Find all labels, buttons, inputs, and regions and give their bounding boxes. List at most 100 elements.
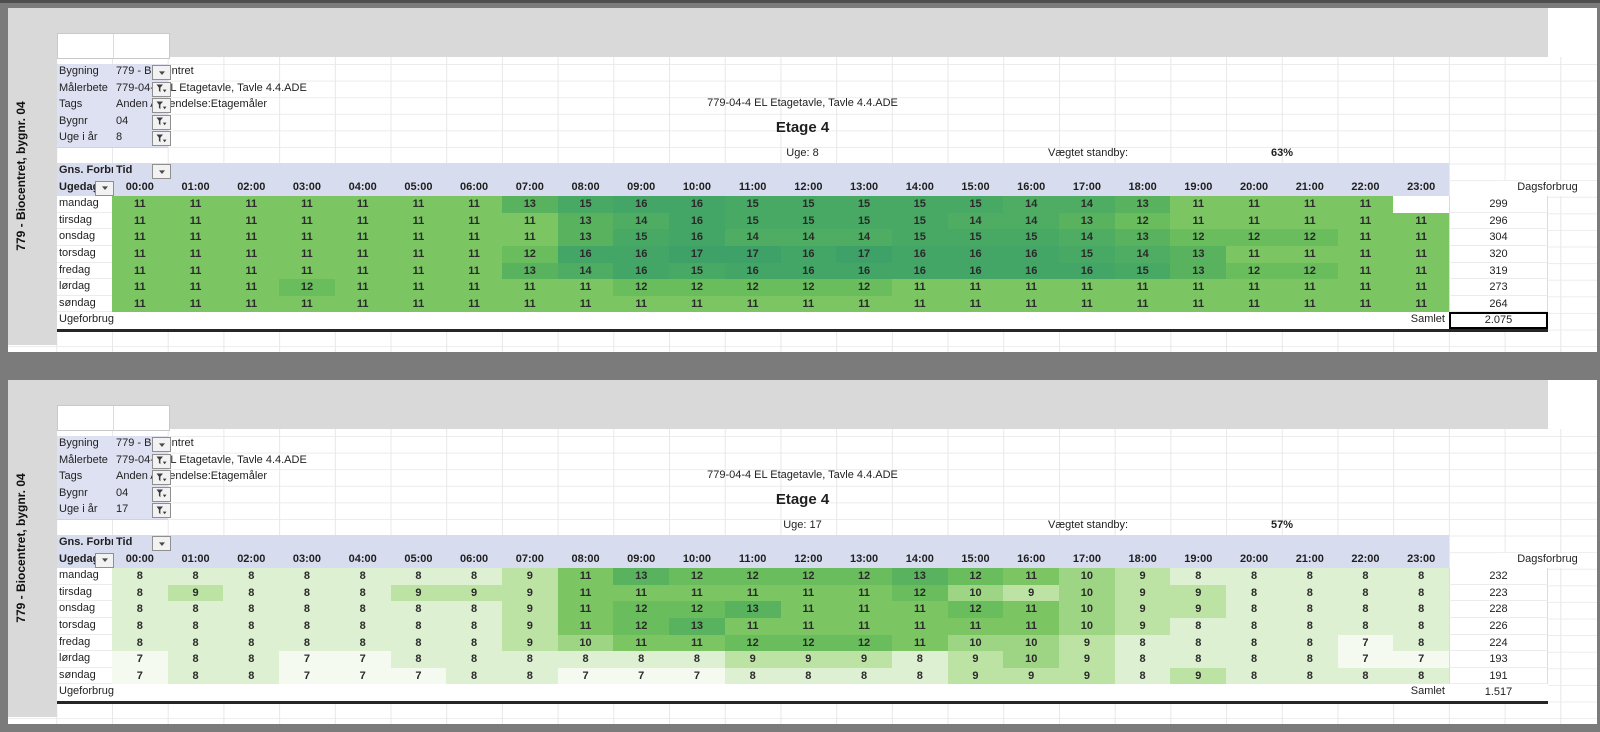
info-label: Bygning: [59, 65, 99, 77]
day-label: onsdag: [57, 601, 112, 618]
dagsforbrug-value: 226: [1449, 618, 1548, 635]
heat-cell: 9: [1059, 667, 1115, 685]
hour-column-header: 10:00: [682, 180, 712, 193]
heat-cell: 9: [501, 618, 558, 635]
info-row-m-lerbete: Målerbete 779-04-4 EL Etagetavle, Tavle 4…: [8, 452, 1597, 471]
heat-cell: 11: [279, 246, 335, 263]
heat-cell: 8: [446, 651, 502, 668]
heat-cell: 11: [390, 196, 447, 213]
heat-cell: 8: [167, 568, 224, 585]
table-row-fredag: fredag 11 11 11 11 11 11 11 13 14 16 15 16 16 16 16 16 16…: [57, 262, 1548, 280]
heat-cell: 12: [613, 618, 670, 635]
heat-cell: 8: [1337, 568, 1394, 585]
heat-cell: 8: [1281, 618, 1338, 635]
heat-cell: 11: [891, 634, 948, 652]
heat-cell: 8: [1337, 584, 1394, 602]
heat-cell: 15: [1114, 262, 1171, 280]
heat-cell: 12: [780, 568, 837, 585]
week-panel-2: 779 - Biocentret, bygnr. 04 Bygning 779 - …: [8, 380, 1597, 724]
heat-cell: 11: [947, 618, 1004, 635]
dagsforbrug-value: 320: [1449, 246, 1548, 263]
hour-column-header: 13:00: [850, 180, 879, 193]
heat-cell: 11: [891, 295, 948, 313]
heat-cell: 11: [724, 618, 781, 635]
heat-cell: 11: [390, 246, 447, 263]
heat-cell: 11: [1059, 295, 1115, 313]
heat-cell: 16: [669, 229, 725, 246]
filter-icon[interactable]: [152, 503, 171, 519]
heat-cell: 12: [613, 279, 670, 296]
heat-cell: 11: [223, 196, 280, 213]
chevron-down-icon[interactable]: [152, 536, 171, 551]
heat-cell: 15: [780, 196, 837, 213]
filter-icon[interactable]: [152, 131, 171, 147]
heat-cell: 8: [390, 651, 447, 668]
filter-icon[interactable]: [152, 470, 171, 486]
heat-cell: 12: [669, 568, 725, 585]
hour-column-header: 19:00: [1184, 552, 1213, 565]
selected-cells: [57, 33, 170, 59]
heat-cell: 11: [1003, 279, 1060, 296]
heat-cell: 8: [334, 618, 391, 635]
heat-cell: 10: [1059, 568, 1115, 585]
chevron-down-icon[interactable]: [152, 65, 171, 80]
heat-cell: 8: [446, 667, 502, 685]
heat-cell: 7: [669, 667, 725, 685]
heat-cell: 11: [1226, 196, 1282, 213]
heat-cell: 10: [1059, 601, 1115, 618]
chevron-down-icon[interactable]: [95, 552, 114, 568]
info-cell-background: [57, 130, 168, 148]
hour-column-header: 05:00: [404, 180, 433, 193]
filter-icon[interactable]: [152, 81, 171, 97]
day-label: mandag: [57, 196, 112, 213]
heat-cell: 13: [891, 568, 948, 585]
heat-cell: 12: [1170, 229, 1227, 246]
heat-cell: 8: [1114, 634, 1171, 652]
heat-cell: 8: [446, 634, 502, 652]
table-bottom-border: [57, 701, 1548, 704]
heat-cell: 11: [446, 246, 502, 263]
chevron-down-icon[interactable]: [95, 180, 114, 196]
heat-cell: 8: [1226, 568, 1282, 585]
hour-column-header: 07:00: [515, 180, 544, 193]
heat-cell: 12: [836, 279, 892, 296]
heat-cell: 17: [669, 246, 725, 263]
heat-cell: 11: [279, 295, 335, 313]
table-row-tirsdag: tirsdag 8 9 8 8 8 9 9 9 11 11 11 11 11 11 12 10 9 10 9 9 8 8 8 8…: [57, 584, 1548, 602]
filter-icon[interactable]: [152, 453, 171, 469]
day-label: mandag: [57, 568, 112, 585]
heat-cell: 11: [223, 229, 280, 246]
filter-icon[interactable]: [152, 114, 171, 130]
heat-cell: 12: [613, 601, 670, 618]
dagsforbrug-value: 193: [1449, 651, 1548, 668]
heat-cell: 8: [223, 667, 280, 685]
heat-cell: 8: [112, 584, 168, 602]
heat-cell: 11: [836, 584, 892, 602]
heat-cell: 12: [836, 634, 892, 652]
chevron-down-icon[interactable]: [152, 437, 171, 452]
filter-icon[interactable]: [152, 98, 171, 114]
hour-column-header: 00:00: [125, 180, 154, 193]
chevron-down-icon[interactable]: [152, 164, 171, 179]
heat-cell: 8: [1393, 584, 1450, 602]
heat-cell: 8: [501, 651, 558, 668]
heat-cell: 13: [613, 568, 670, 585]
heat-cell: 9: [947, 667, 1004, 685]
heat-cell: 8: [390, 634, 447, 652]
heat-cell: 11: [1337, 262, 1394, 280]
heat-cell: 13: [1170, 246, 1227, 263]
heat-cell: 8: [557, 651, 614, 668]
heat-cell: 8: [1281, 634, 1338, 652]
hour-column-header: 04:00: [348, 180, 377, 193]
dagsforbrug-value: 232: [1449, 568, 1548, 585]
standby-label: Vægtet standby:: [1048, 519, 1129, 531]
filter-icon[interactable]: [152, 486, 171, 502]
table-row-fredag: fredag 8 8 8 8 8 8 8 9 10 11 11 12 12 12 11 10 10 9 8 8 8 8 7 8 2…: [57, 634, 1548, 652]
heat-cell: 11: [1003, 568, 1060, 585]
hour-column-header: 05:00: [404, 552, 433, 565]
heat-cell: 8: [279, 618, 335, 635]
heat-cell: 8: [1393, 618, 1450, 635]
heat-cell: 9: [947, 651, 1004, 668]
table-row-onsdag: onsdag 11 11 11 11 11 11 11 11 13 15 16 14 14 14 15 15 15…: [57, 229, 1548, 246]
heat-cell: 11: [557, 618, 614, 635]
